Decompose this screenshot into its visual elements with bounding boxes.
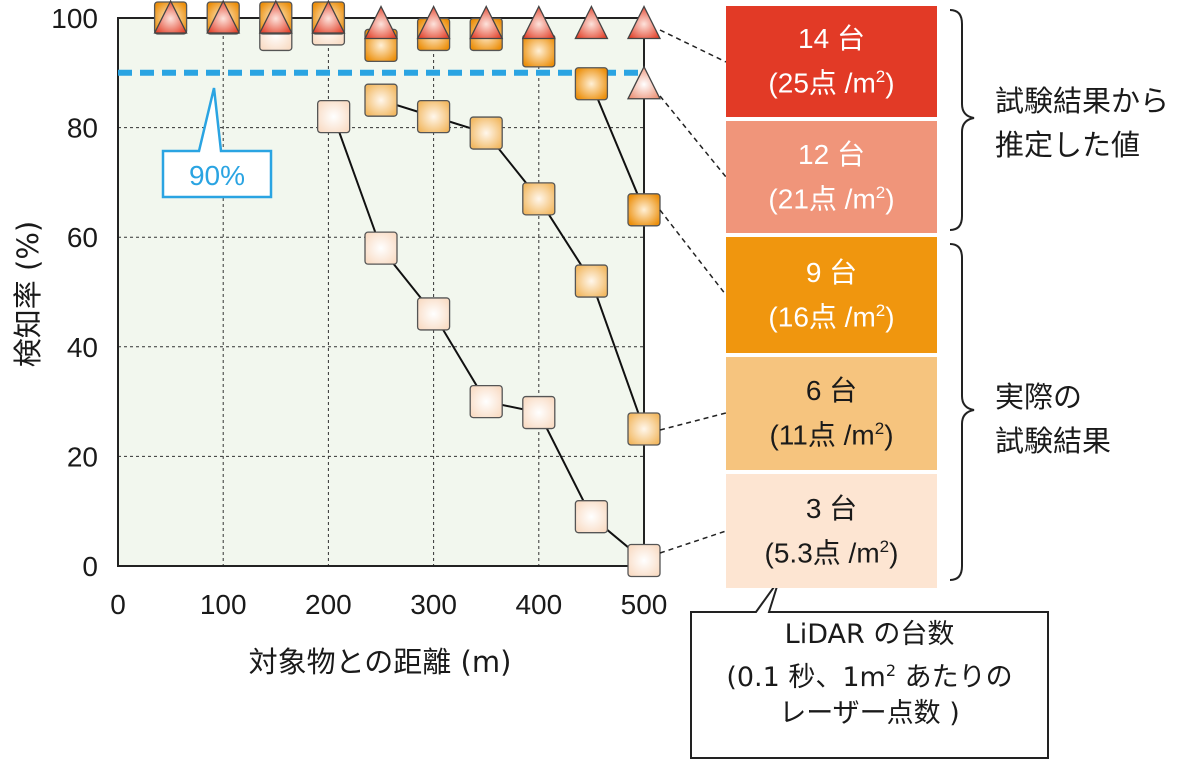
legend-item-9: 9 台 (16点 /m2) [726, 237, 937, 353]
marker-s0-p9 [626, 5, 662, 40]
legend-item-12-count: 12 台 [798, 138, 865, 170]
marker-s3-p5 [627, 412, 661, 446]
x-tick-label-3: 300 [410, 589, 457, 620]
x-tick-label-1: 100 [200, 589, 247, 620]
group-label-estimated-line2: 推定した値 [995, 128, 1141, 162]
marker-s0-p2 [258, 0, 293, 34]
connector-3 [659, 530, 727, 554]
group-label-actual-line1: 実際の [995, 380, 1083, 414]
y-tick-label-3: 60 [67, 222, 98, 253]
marker-s4-p4 [416, 297, 451, 331]
y-tick-label-5: 100 [51, 3, 98, 34]
x-tick-label-5: 500 [621, 589, 668, 620]
legend-title: LiDAR の台数 (0.1 秒、1m2 あたりの レーザー点数 ) [691, 617, 1048, 732]
threshold-callout-bubble [161, 87, 273, 199]
marker-s3-p0 [364, 83, 398, 117]
y-axis-title: 検知率 (%) [11, 221, 45, 367]
legend-callout-bubble [690, 579, 1049, 759]
marker-s0-p4 [363, 5, 399, 40]
y-tick-label-1: 20 [67, 441, 98, 472]
x-tick-label-0: 0 [110, 589, 126, 620]
legend-title-line1: LiDAR の台数 [784, 619, 955, 650]
marker-s4-p5 [469, 384, 503, 419]
legend-item-3: 3 台 (5.3点 /m2) [726, 474, 937, 588]
connector-14 [659, 29, 727, 63]
legend-item-3-density: (5.3点 /m2) [764, 536, 899, 569]
legend-title-line3: レーザー点数 ) [779, 698, 960, 729]
legend-item-6-count: 6 台 [805, 375, 858, 407]
legend-item-3-count: 3 台 [805, 492, 858, 524]
group-label-actual-line2: 試験結果 [995, 424, 1112, 458]
connector-9 [659, 209, 727, 296]
legend-item-12-density: (21点 /m2) [768, 182, 895, 215]
y-tick-label-4: 80 [67, 113, 98, 144]
marker-s3-p3 [522, 182, 556, 216]
group-label-estimated: 試験結果から 推定した値 [995, 79, 1169, 167]
marker-s1-p0 [626, 65, 662, 100]
marker-s3-p1 [416, 99, 451, 134]
marker-s0-p0 [153, 0, 188, 34]
legend-connectors [659, 29, 727, 554]
legend-title-line2: (0.1 秒、1m2 あたりの [726, 661, 1013, 693]
x-tick-label-4: 400 [515, 589, 562, 620]
marker-s4-p2 [317, 99, 351, 134]
x-tick-label-2: 200 [305, 589, 352, 620]
x-axis-title: 対象物との距離 (m) [249, 645, 512, 679]
legend-item-9-density: (16点 /m2) [768, 300, 895, 333]
legend-item-6: 6 台 (11点 /m2) [726, 357, 937, 470]
y-tick-label-0: 0 [82, 551, 98, 582]
legend-item-14-density: (25点 /m2) [768, 67, 895, 99]
marker-s4-p6 [522, 395, 556, 430]
bracket-estimated [949, 9, 975, 231]
marker-s4-p7 [574, 500, 609, 534]
y-tick-label-2: 40 [67, 332, 98, 363]
legend-item-9-count: 9 台 [805, 256, 858, 288]
connector-12 [659, 95, 727, 178]
marker-s3-p4 [574, 264, 609, 298]
legend-item-12: 12 台 (21点 /m2) [726, 121, 937, 233]
bracket-actual [949, 243, 975, 581]
marker-s2-p8 [574, 67, 609, 101]
series-line-2 [590, 83, 645, 211]
marker-s4-p3 [364, 231, 398, 265]
marker-s2-p7 [522, 34, 556, 68]
marker-s0-p6 [469, 5, 504, 40]
marker-s0-p5 [416, 5, 451, 40]
marker-s4-p8 [627, 543, 661, 578]
connector-6 [659, 412, 727, 431]
threshold-callout-label: 90% [189, 160, 245, 191]
marker-s0-p3 [311, 0, 346, 34]
marker-s3-p2 [469, 116, 503, 150]
marker-s0-p8 [574, 5, 609, 40]
group-label-actual: 実際の 試験結果 [995, 375, 1111, 463]
marker-s2-p9 [627, 193, 661, 227]
legend-item-14-count: 14 台 [798, 23, 865, 55]
marker-s0-p7 [521, 5, 556, 40]
marker-s0-p1 [206, 0, 241, 34]
markers [153, 0, 662, 578]
legend-item-6-density: (11点 /m2) [769, 419, 894, 451]
group-label-estimated-line1: 試験結果から [995, 84, 1170, 118]
axis-ticks: 0 100 200 300 400 500 0 20 40 60 80 100 [51, 3, 667, 620]
legend-item-14: 14 台 (25点 /m2) [726, 6, 937, 117]
